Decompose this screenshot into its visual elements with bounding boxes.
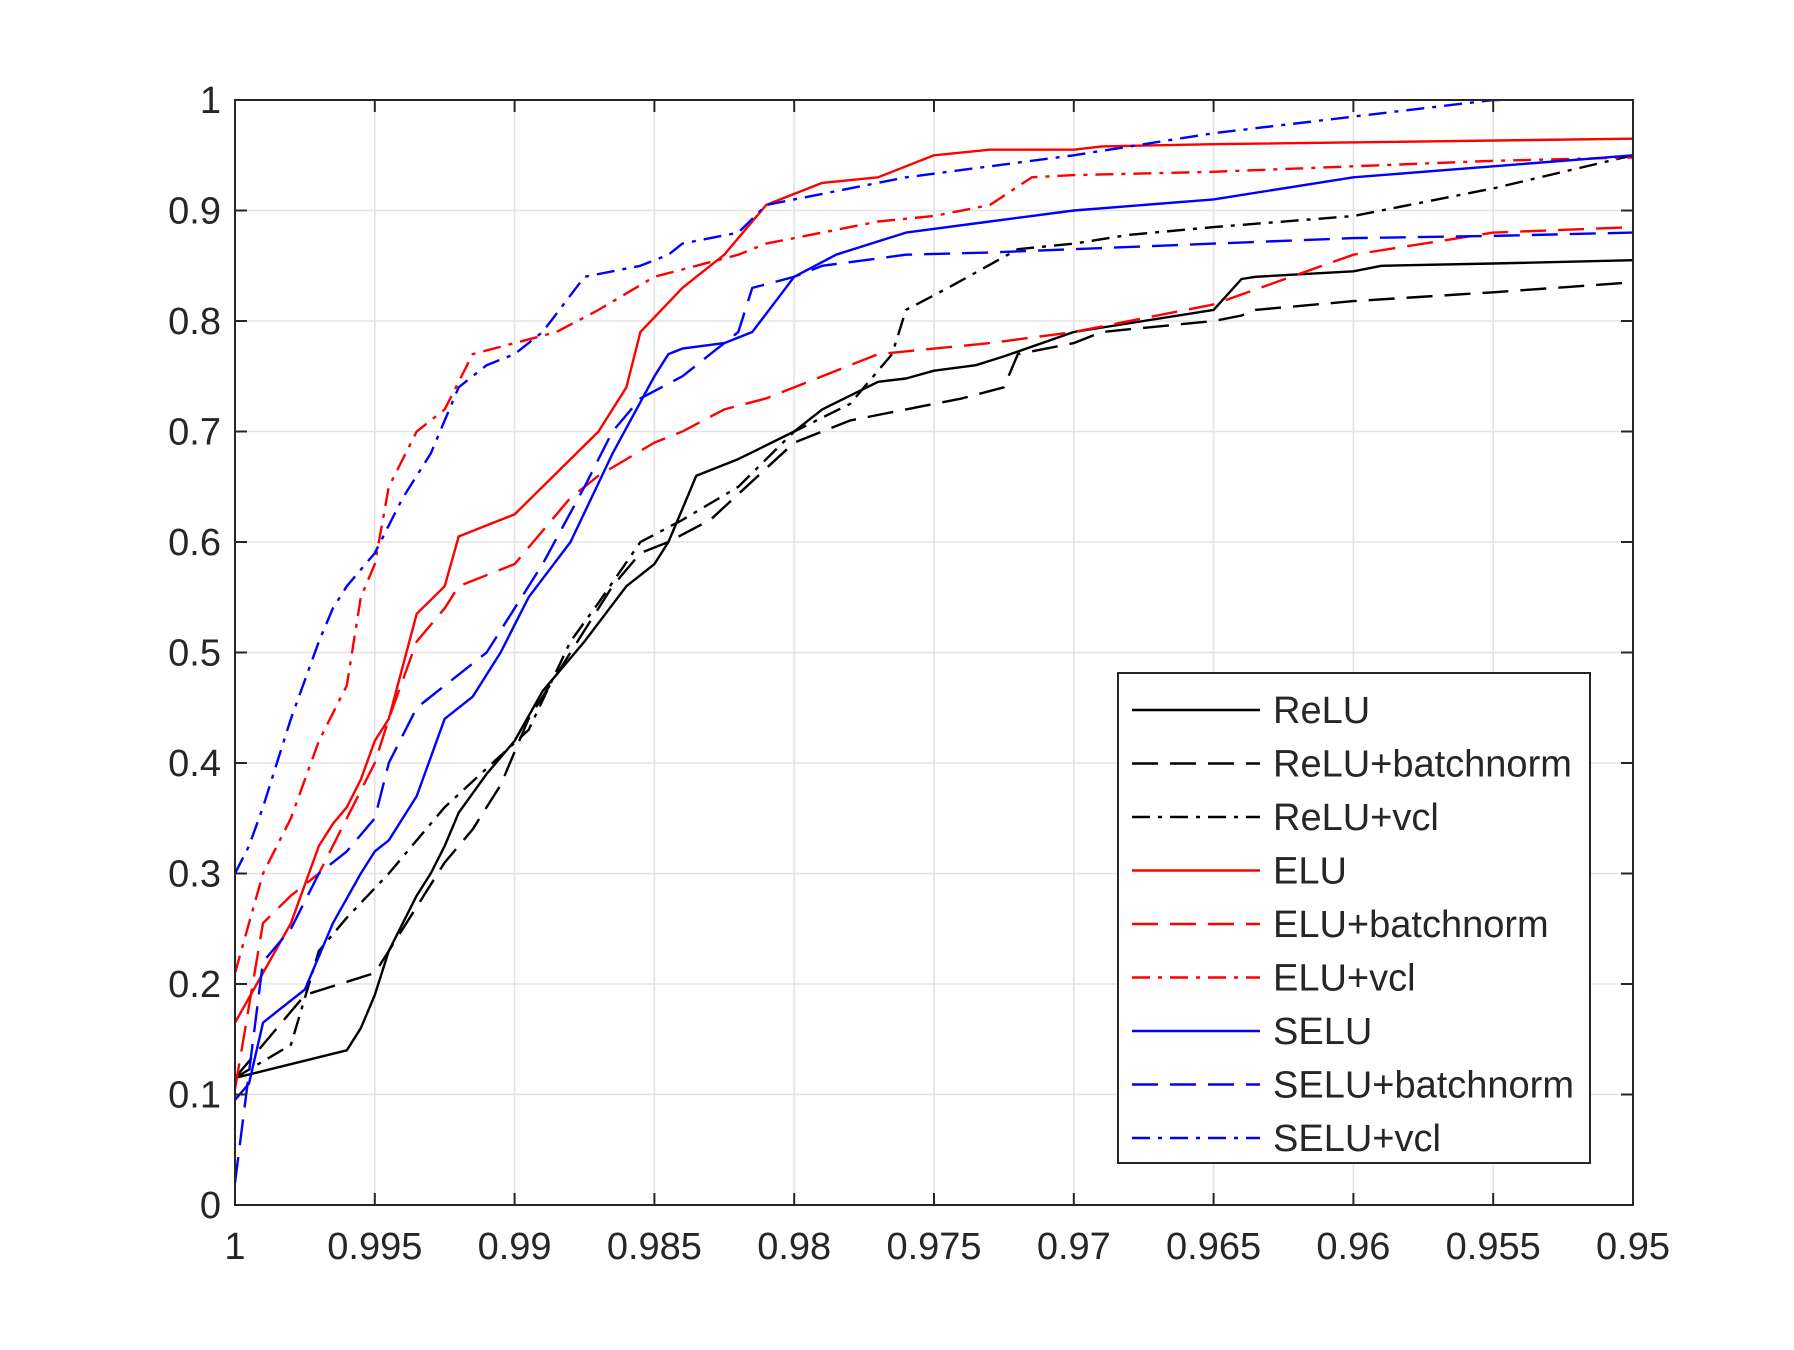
legend-label: ELU+vcl <box>1273 958 1416 1000</box>
legend-label: SELU+vcl <box>1273 1118 1441 1160</box>
series-layer <box>235 100 1633 1184</box>
series-line-relu <box>235 259 1633 1080</box>
legend-label: ELU+batchnorm <box>1273 904 1549 946</box>
series-line-selu-batchnorm <box>235 231 1633 1184</box>
x-tick-label: 0.95 <box>1596 1226 1670 1268</box>
series-line-relu-batchnorm <box>235 281 1633 1079</box>
legend-box <box>1117 672 1591 1164</box>
x-tick-label: 0.97 <box>1037 1226 1111 1268</box>
y-tick-label: 0.7 <box>168 412 221 454</box>
x-tick-label: 0.985 <box>607 1226 702 1268</box>
series-line-selu <box>235 154 1633 1101</box>
y-tick-label: 0.4 <box>168 743 221 785</box>
legend-label: ReLU+batchnorm <box>1273 744 1572 786</box>
y-tick-label: 0.6 <box>168 522 221 564</box>
series-line-elu-vcl <box>235 156 1633 974</box>
y-tick-label: 0 <box>200 1185 221 1227</box>
legend-label: SELU <box>1273 1011 1372 1053</box>
x-tick-label: 0.965 <box>1166 1226 1261 1268</box>
legend-label: ReLU <box>1273 690 1370 732</box>
x-axis-ticks: 1 0.995 0.99 0.985 0.98 0.975 0.97 0.965 0.96 0.9… <box>224 100 1670 1268</box>
y-tick-label: 0.9 <box>168 191 221 233</box>
x-tick-label: 0.99 <box>478 1226 552 1268</box>
x-tick-label: 0.98 <box>757 1226 831 1268</box>
x-tick-label: 0.96 <box>1316 1226 1390 1268</box>
x-tick-label: 0.955 <box>1446 1226 1541 1268</box>
legend-label: ReLU+vcl <box>1273 797 1439 839</box>
x-tick-label: 0.995 <box>327 1226 422 1268</box>
y-tick-label: 0.3 <box>168 854 221 896</box>
y-axis-ticks: 0 0.1 0.2 0.3 0.4 0.5 0.6 0.7 0.8 0.9 1 <box>168 80 1633 1227</box>
x-tick-label: 1 <box>224 1226 245 1268</box>
series-line-elu <box>235 137 1633 1024</box>
y-tick-label: 0.8 <box>168 301 221 343</box>
x-tick-label: 0.975 <box>886 1226 981 1268</box>
y-tick-label: 0.2 <box>168 964 221 1006</box>
legend: ReLU ReLU+batchnorm ReLU+vcl ELU ELU+batchno… <box>1117 672 1591 1164</box>
legend-label: ELU <box>1273 851 1347 893</box>
series-line-relu-vcl <box>235 154 1633 1079</box>
series-line-elu-batchnorm <box>235 225 1633 1090</box>
y-tick-label: 1 <box>200 80 221 122</box>
y-tick-label: 0.1 <box>168 1075 221 1117</box>
y-tick-label: 0.5 <box>168 633 221 675</box>
legend-label: SELU+batchnorm <box>1273 1065 1574 1107</box>
